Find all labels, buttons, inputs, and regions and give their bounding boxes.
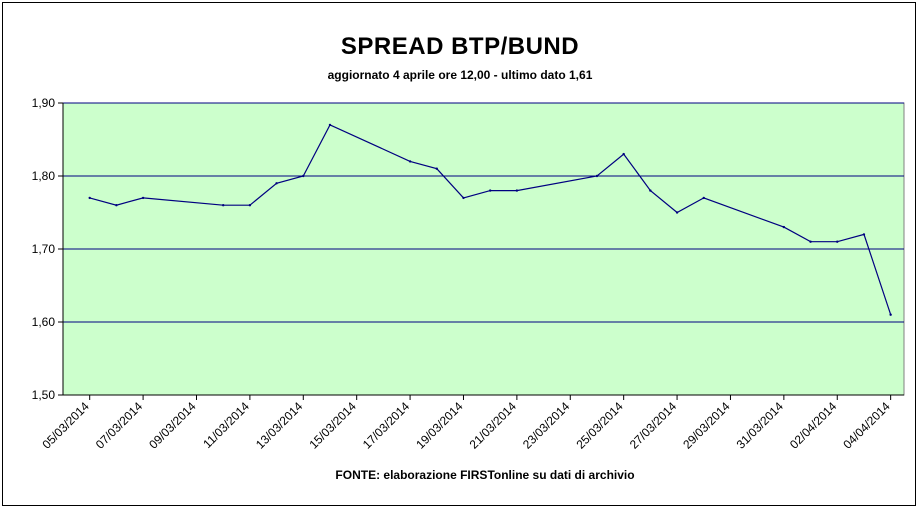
data-point <box>809 240 812 243</box>
x-tick-label: 21/03/2014 <box>467 399 520 452</box>
y-tick-label: 1,90 <box>32 96 56 110</box>
x-tick-label: 31/03/2014 <box>734 399 787 452</box>
data-point <box>302 174 305 178</box>
data-point <box>649 189 652 192</box>
y-tick-label: 1,60 <box>32 315 56 329</box>
data-point <box>622 152 625 156</box>
source-note: FONTE: elaborazione FIRSTonline su dati … <box>335 468 635 482</box>
data-point <box>408 160 412 163</box>
x-tick-label: 13/03/2014 <box>253 399 306 452</box>
chart-title: SPREAD BTP/BUND <box>340 33 580 60</box>
data-point <box>515 189 519 192</box>
data-point <box>488 189 492 192</box>
data-point <box>88 196 91 200</box>
data-point <box>328 123 332 127</box>
x-tick-label: 25/03/2014 <box>573 399 626 452</box>
y-tick-label: 1,50 <box>32 388 56 402</box>
x-tick-label: 23/03/2014 <box>520 399 573 452</box>
data-point <box>141 196 145 200</box>
x-tick-label: 05/03/2014 <box>39 399 92 452</box>
data-point <box>275 182 278 185</box>
x-tick-label: 15/03/2014 <box>306 399 359 452</box>
data-point <box>462 196 465 200</box>
x-tick-label: 19/03/2014 <box>413 399 466 452</box>
data-point <box>836 240 839 243</box>
data-point <box>782 225 786 229</box>
data-point <box>889 313 892 316</box>
x-tick-label: 07/03/2014 <box>93 399 146 452</box>
data-point <box>248 204 252 207</box>
x-tick-label: 29/03/2014 <box>680 399 733 452</box>
x-tick-label: 17/03/2014 <box>360 399 413 452</box>
chart-subtitle: aggiornato 4 aprile ore 12,00 - ultimo d… <box>327 68 593 82</box>
x-tick-label: 11/03/2014 <box>200 399 252 451</box>
x-tick-label: 09/03/2014 <box>146 399 199 452</box>
y-tick-label: 1,70 <box>32 242 56 256</box>
data-point <box>675 211 679 214</box>
y-tick-label: 1,80 <box>32 169 56 183</box>
data-point <box>595 174 599 178</box>
data-point <box>862 233 866 236</box>
data-point <box>115 204 118 207</box>
x-tick-label: 04/04/2014 <box>840 399 893 452</box>
data-point <box>702 196 705 200</box>
x-tick-label: 02/04/2014 <box>787 399 840 452</box>
data-point <box>435 167 438 170</box>
data-point <box>221 204 225 207</box>
x-tick-label: 27/03/2014 <box>627 399 680 452</box>
